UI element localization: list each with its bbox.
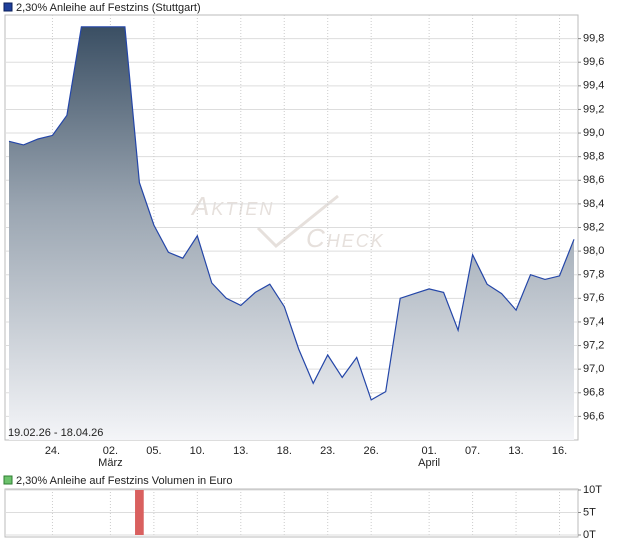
x-tick-label: 18.: [277, 445, 292, 457]
x-tick-label: 05.: [146, 445, 161, 457]
date-range: 19.02.26 - 18.04.26: [8, 427, 103, 439]
x-tick-label: 10.: [190, 445, 205, 457]
y-tick-label: 98,6: [583, 174, 604, 186]
watermark-check: [256, 194, 339, 249]
legend-swatch: [3, 475, 13, 485]
legend-label: 2,30% Anleihe auf Festzins (Stuttgart): [16, 2, 201, 14]
x-tick-label: 26.: [364, 445, 379, 457]
y-tick-label: 99,6: [583, 56, 604, 68]
area-fill: [9, 26, 574, 441]
y-tick-label: 5T: [583, 506, 596, 518]
legend-swatch: [3, 2, 13, 12]
y-tick-label: 0T: [583, 529, 596, 541]
x-tick-label: 23.: [320, 445, 335, 457]
y-tick-label: 97,4: [583, 316, 604, 328]
x-tick-label: 16.: [552, 445, 567, 457]
y-tick-label: 98,8: [583, 151, 604, 163]
y-tick-label: 97,0: [583, 363, 604, 375]
watermark-text: Aktien: [190, 191, 274, 221]
x-tick-label: 24.: [45, 445, 60, 457]
x-tick-label: 13.: [508, 445, 523, 457]
y-tick-label: 97,2: [583, 339, 604, 351]
y-tick-label: 97,8: [583, 269, 604, 281]
y-tick-label: 99,8: [583, 33, 604, 45]
watermark: Aktien Check: [190, 191, 383, 253]
y-tick-label: 10T: [583, 484, 602, 496]
y-tick-label: 98,2: [583, 221, 604, 233]
y-tick-label: 96,6: [583, 410, 604, 422]
x-month-label: März: [98, 457, 122, 469]
volume-bar: [135, 490, 144, 535]
x-tick-label: 13.: [233, 445, 248, 457]
y-tick-label: 99,2: [583, 103, 604, 115]
y-tick-label: 99,0: [583, 127, 604, 139]
price-line: [8, 26, 575, 401]
y-tick-label: 98,4: [583, 198, 604, 210]
legend-label: 2,30% Anleihe auf Festzins Volumen in Eu…: [16, 475, 232, 487]
y-tick-label: 98,0: [583, 245, 604, 257]
y-tick-label: 96,8: [583, 387, 604, 399]
x-tick-label: 07.: [465, 445, 480, 457]
x-month-label: April: [418, 457, 440, 469]
y-tick-label: 97,6: [583, 292, 604, 304]
x-tick-label: 01.: [421, 445, 436, 457]
y-tick-label: 99,4: [583, 80, 604, 92]
x-tick-label: 02.: [103, 445, 118, 457]
